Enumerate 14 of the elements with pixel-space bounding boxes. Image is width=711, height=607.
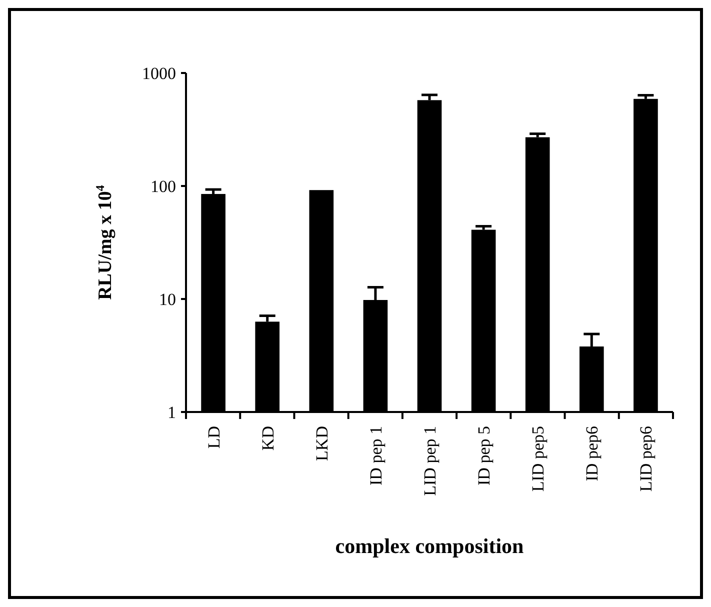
x-tick-label: ID pep 1 bbox=[366, 426, 386, 486]
y-tick-label: 10 bbox=[159, 290, 176, 309]
x-tick-label: ID pep 5 bbox=[474, 426, 494, 486]
x-tick-label: LID pep5 bbox=[528, 426, 548, 492]
y-tick-label: 100 bbox=[150, 176, 176, 196]
x-tick-label: LID pep6 bbox=[636, 426, 656, 492]
x-tick-label: ID pep6 bbox=[582, 426, 602, 482]
x-tick-label: LD bbox=[204, 426, 224, 449]
x-tick-label: LKD bbox=[312, 426, 332, 461]
y-tick-label: 1000 bbox=[142, 64, 176, 83]
x-tick-label: KD bbox=[258, 426, 278, 451]
x-axis-title: complex composition bbox=[335, 534, 524, 558]
y-tick-label: 1 bbox=[168, 402, 176, 422]
x-tick-label: LID pep 1 bbox=[420, 426, 440, 496]
